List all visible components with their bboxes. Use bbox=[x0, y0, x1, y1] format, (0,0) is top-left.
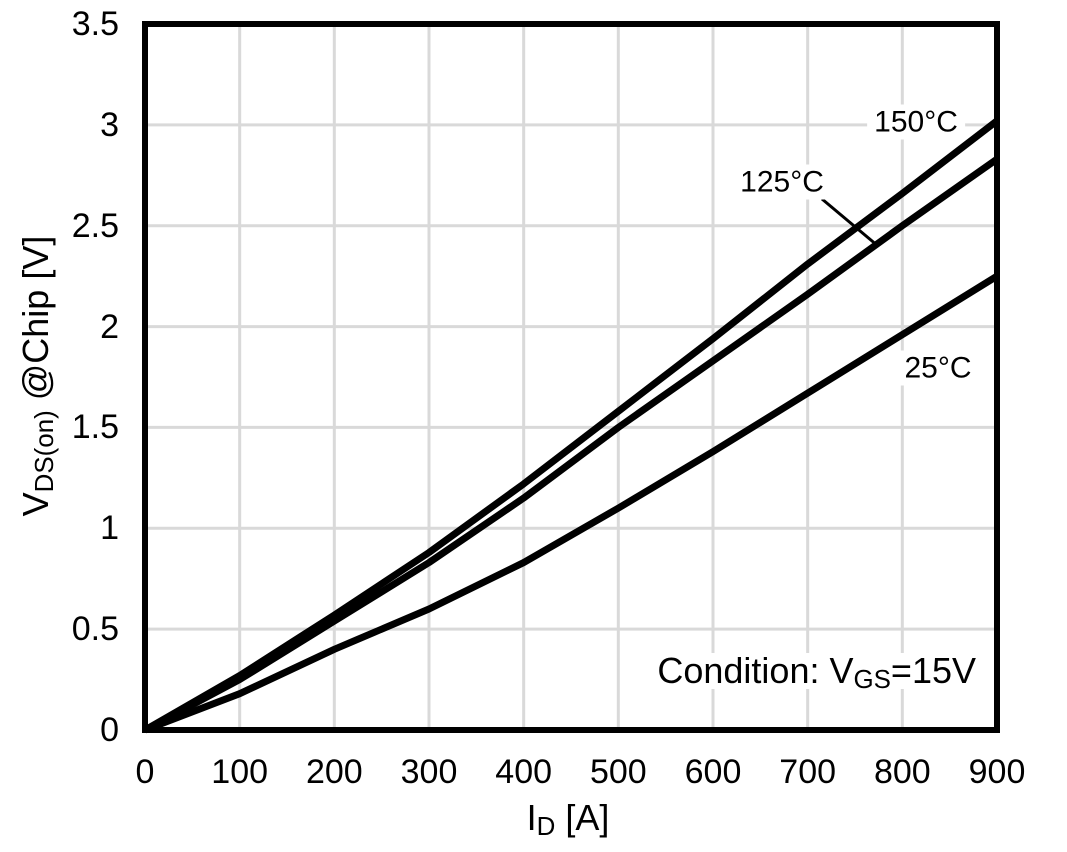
condition-text: Condition: V bbox=[657, 650, 854, 691]
y-tick-label: 3.5 bbox=[71, 5, 119, 43]
y-tick-label: 0 bbox=[100, 711, 119, 749]
x-tick-label: 500 bbox=[589, 753, 647, 791]
y-tick-label: 1 bbox=[100, 509, 119, 548]
condition-value: =15V bbox=[890, 650, 976, 691]
curve-2-line bbox=[143, 273, 999, 734]
curve-label-125c: 125°C bbox=[733, 164, 831, 200]
y-tick-label: 3 bbox=[100, 105, 119, 144]
curve-0-line bbox=[143, 118, 1000, 734]
y-axis-unit: @Chip [V] bbox=[15, 235, 56, 411]
x-tick-label: 0 bbox=[135, 753, 155, 791]
x-tick-label: 300 bbox=[400, 753, 458, 791]
condition-subscript: GS bbox=[853, 665, 891, 694]
y-axis-label: VDS(on) @Chip [V] bbox=[15, 235, 59, 517]
x-tick-label: 600 bbox=[684, 753, 742, 791]
x-tick-label: 800 bbox=[873, 753, 931, 791]
x-tick-label: 900 bbox=[968, 753, 1026, 791]
condition-annotation: Condition: VGS=15V bbox=[655, 650, 978, 693]
curve-1-line bbox=[143, 156, 1000, 734]
y-axis-symbol: V bbox=[15, 492, 56, 517]
y-axis-subscript: DS(on) bbox=[30, 410, 59, 493]
x-tick-label: 400 bbox=[495, 753, 553, 791]
x-tick-label: 700 bbox=[779, 753, 837, 791]
y-tick-label: 2.5 bbox=[71, 206, 119, 245]
x-axis-subscript: D bbox=[536, 812, 556, 841]
x-tick-label: 200 bbox=[305, 753, 363, 791]
curve-label-150c: 150°C bbox=[867, 104, 965, 140]
label-leader-line bbox=[821, 197, 879, 248]
y-tick-label: 0.5 bbox=[71, 610, 119, 649]
x-axis-unit: [A] bbox=[555, 797, 610, 838]
x-axis-symbol: I bbox=[526, 797, 537, 838]
x-tick-label: 100 bbox=[211, 753, 269, 791]
curve-label-25c: 25°C bbox=[897, 350, 979, 386]
y-tick-label: 2 bbox=[100, 307, 119, 346]
x-axis-label: ID [A] bbox=[526, 797, 610, 840]
plot-border bbox=[142, 21, 1000, 733]
y-tick-label: 1.5 bbox=[71, 408, 119, 447]
